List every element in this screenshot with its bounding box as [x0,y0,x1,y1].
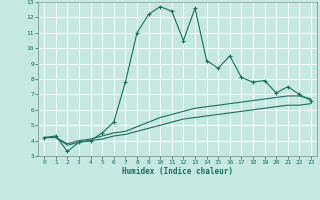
X-axis label: Humidex (Indice chaleur): Humidex (Indice chaleur) [122,167,233,176]
